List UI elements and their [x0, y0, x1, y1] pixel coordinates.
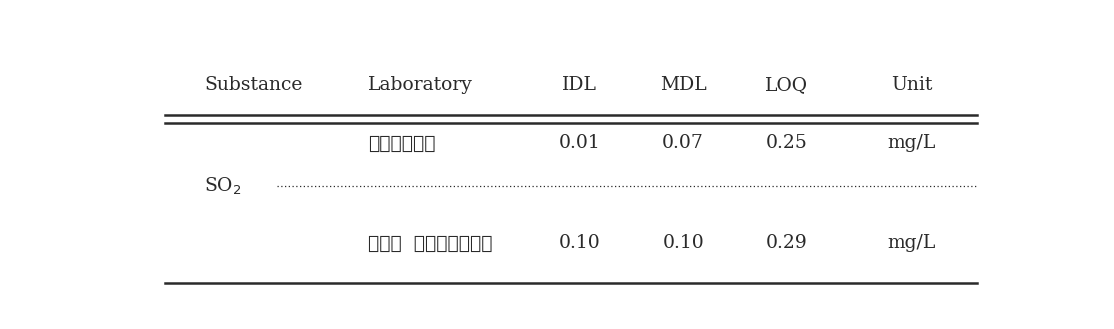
Text: 0.10: 0.10: [559, 234, 600, 252]
Text: Laboratory: Laboratory: [368, 76, 473, 94]
Text: mg/L: mg/L: [888, 134, 936, 152]
Text: LOQ: LOQ: [765, 76, 809, 94]
Text: SO$_2$: SO$_2$: [204, 176, 242, 197]
Text: 체가물포장과: 체가물포장과: [368, 134, 436, 153]
Text: Unit: Unit: [891, 76, 932, 94]
Text: mg/L: mg/L: [888, 234, 936, 252]
Text: 경인청  수입식품분석과: 경인청 수입식품분석과: [368, 234, 492, 253]
Text: Substance: Substance: [204, 76, 302, 94]
Text: 0.01: 0.01: [559, 134, 600, 152]
Text: 0.07: 0.07: [662, 134, 704, 152]
Text: 0.25: 0.25: [765, 134, 808, 152]
Text: 0.29: 0.29: [766, 234, 808, 252]
Text: IDL: IDL: [563, 76, 597, 94]
Text: 0.10: 0.10: [663, 234, 704, 252]
Text: MDL: MDL: [659, 76, 706, 94]
